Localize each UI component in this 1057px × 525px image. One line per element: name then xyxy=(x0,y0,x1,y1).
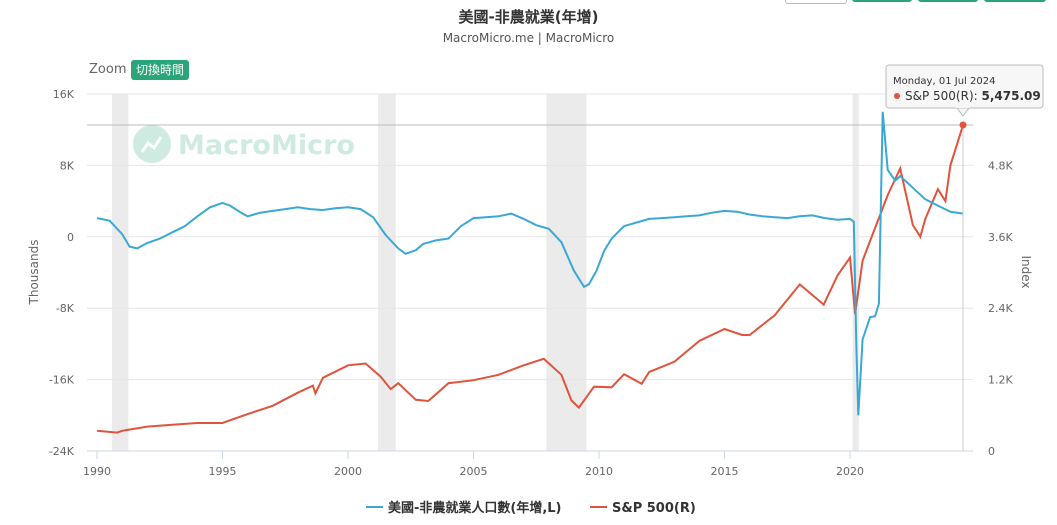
legend-label-payrolls: 美國-非農就業人口數(年增,L) xyxy=(388,500,562,516)
left-tick-label: -8K xyxy=(56,302,75,315)
recession-band xyxy=(378,94,396,451)
watermark-text: MacroMicro xyxy=(178,130,355,161)
left-axis-label: Thousands xyxy=(27,240,41,306)
right-axis-label: Index xyxy=(1019,255,1033,288)
export-button[interactable] xyxy=(785,0,847,4)
recession-band xyxy=(112,94,129,451)
watermark-icon xyxy=(133,125,171,163)
left-tick-label: 0 xyxy=(67,231,74,244)
x-tick-label: 2010 xyxy=(585,465,613,478)
tooltip-arrow xyxy=(956,107,970,117)
switch-time-button[interactable]: 切換時間 xyxy=(131,60,190,80)
x-tick-label: 1990 xyxy=(83,465,111,478)
series-line-payrolls xyxy=(96,111,964,416)
x-tick-label: 2020 xyxy=(836,465,864,478)
right-tick-label: 3.6K xyxy=(988,231,1013,244)
right-tick-label: 1.2K xyxy=(988,374,1013,387)
right-tick-label: 4.8K xyxy=(988,159,1013,172)
tooltip-date: Monday, 01 Jul 2024 xyxy=(893,76,995,87)
toolbar-button-3[interactable] xyxy=(984,0,1046,2)
left-tick-label: -24K xyxy=(49,445,75,458)
x-tick-label: 2015 xyxy=(711,465,739,478)
series-line-sp500 xyxy=(96,124,964,434)
tooltip: Monday, 01 Jul 2024 S&P 500(R): 5,475.09 xyxy=(885,64,1044,117)
legend[interactable]: 美國-非農就業人口數(年增,L) S&P 500(R) xyxy=(366,500,696,516)
right-tick-label: 0 xyxy=(988,445,995,458)
hover-point-marker xyxy=(959,121,967,129)
recession-bands xyxy=(112,94,859,451)
left-axis: 16K 8K 0 -8K -16K -24K xyxy=(49,88,75,458)
legend-label-sp500: S&P 500(R) xyxy=(612,501,696,516)
left-tick-label: -16K xyxy=(49,374,75,387)
zoom-label: Zoom xyxy=(89,62,127,77)
tooltip-value: 5,475.09 xyxy=(982,89,1041,103)
watermark-icon-line xyxy=(140,136,163,153)
left-tick-label: 8K xyxy=(60,159,75,172)
right-axis: 4.8K 3.6K 2.4K 1.2K 0 xyxy=(988,159,1013,458)
x-axis: 1990 1995 2000 2005 2010 2015 2020 xyxy=(83,450,973,478)
watermark-logo: MacroMicro xyxy=(133,125,355,163)
tooltip-series-marker xyxy=(894,93,900,99)
chart-subtitle: MacroMicro.me | MacroMicro xyxy=(442,31,615,45)
tooltip-series-text: S&P 500(R): 5,475.09 xyxy=(905,89,1041,103)
chart-title: 美國-非農就業(年增) xyxy=(458,8,599,26)
toolbar-button-1[interactable] xyxy=(852,0,912,2)
left-tick-label: 16K xyxy=(53,88,75,101)
right-tick-label: 2.4K xyxy=(988,302,1013,315)
x-tick-label: 2005 xyxy=(460,465,488,478)
recession-band xyxy=(546,94,587,451)
toolbar-button-2[interactable] xyxy=(918,0,978,2)
tooltip-series-name: S&P 500(R): xyxy=(905,89,982,103)
tooltip-arrow-cover xyxy=(956,105,970,108)
x-tick-label: 1995 xyxy=(209,465,237,478)
x-tick-label: 2000 xyxy=(334,465,362,478)
